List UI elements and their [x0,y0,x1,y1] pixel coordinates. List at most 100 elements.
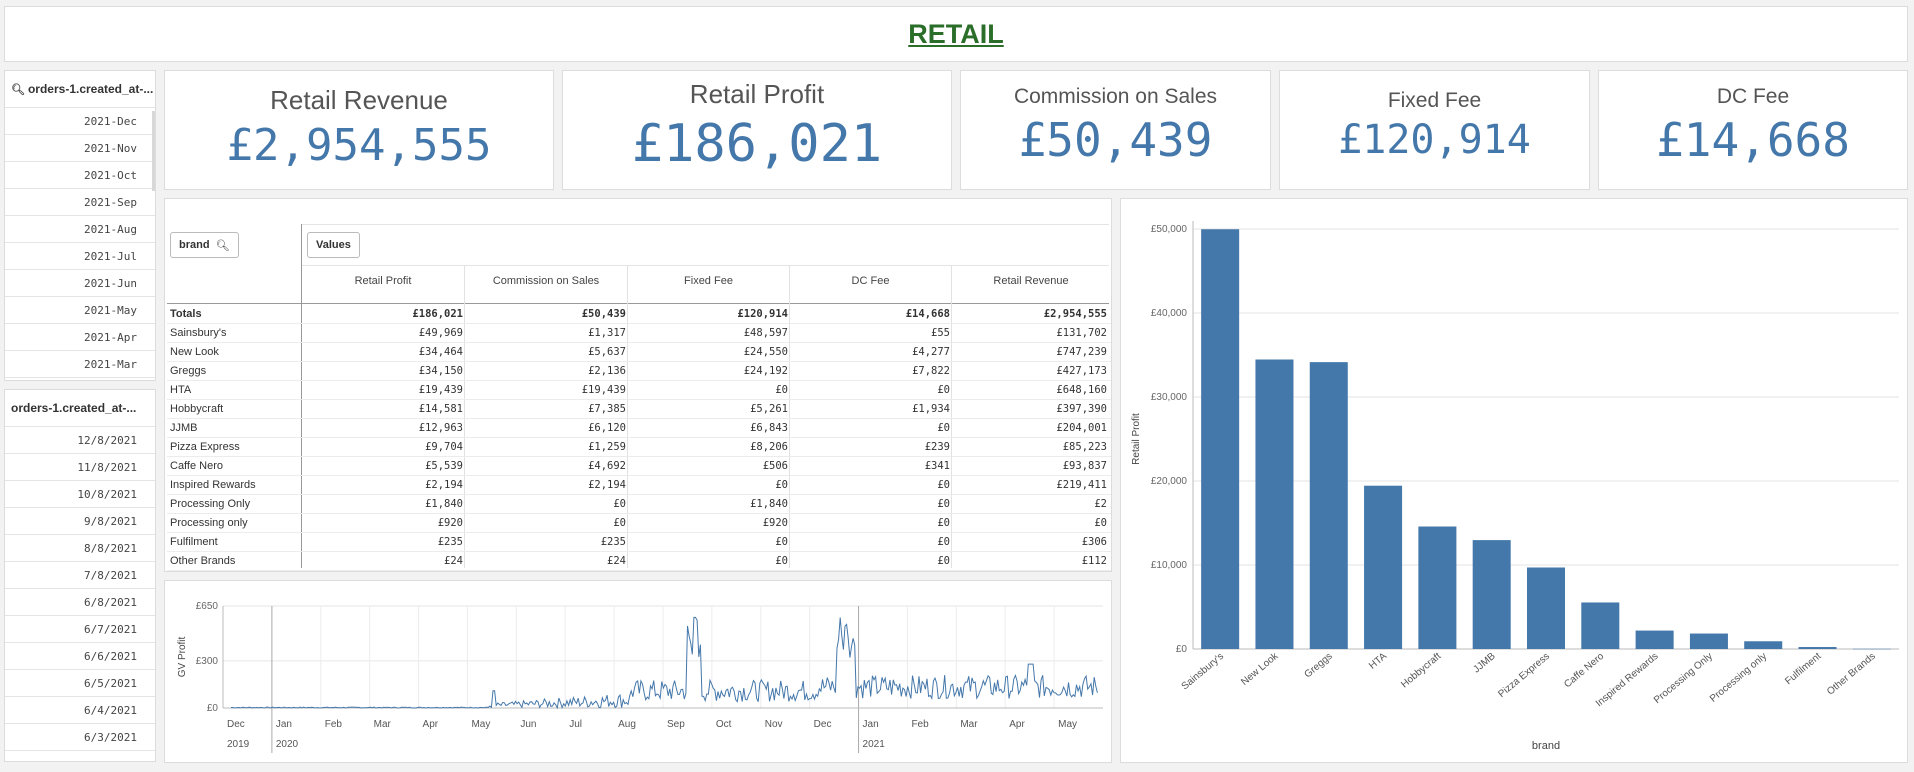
column-header[interactable]: DC Fee [851,275,890,287]
table-cell: £0 [775,479,788,491]
search-icon[interactable]: 🔍︎ [215,239,230,252]
table-row[interactable]: Processing Only £1,840 £0 £1,840 £0 £2 [167,495,1111,514]
date-filter-list: 12/8/2021 11/8/2021 10/8/2021 9/8/2021 8… [5,426,155,751]
table-cell: £397,390 [1056,403,1107,415]
y-tick-label: £20,000 [1151,476,1188,487]
filter-item[interactable]: 11/8/2021 [5,454,155,481]
row-label: JJMB [170,422,198,434]
table-row[interactable]: Hobbycraft £14,581 £7,385 £5,261 £1,934 £397,… [167,400,1111,419]
table-cell: £204,001 [1056,422,1107,434]
table-row[interactable]: Greggs £34,150 £2,136 £24,192 £7,822 £427,173 [167,362,1111,381]
kpi-label: Retail Revenue [270,85,448,115]
table-cell: £19,439 [418,384,463,396]
month-filter-pane[interactable]: 🔍︎ orders-1.created_at-... 2021-Dec 2021… [4,70,156,381]
values-button[interactable]: Values [307,232,360,258]
kpi-label: Fixed Fee [1387,89,1482,112]
kpi-label: Retail Profit [689,79,825,109]
table-cell: £5,539 [425,460,463,472]
kpi-label: DC Fee [1716,85,1790,108]
table-cell: £7,385 [588,403,626,415]
brand-dimension-button[interactable]: brand 🔍︎ [170,232,239,258]
x-tick-label: Mar [374,719,392,730]
x-tick-label: Greggs [1303,651,1335,681]
filter-item[interactable]: 9/8/2021 [5,508,155,535]
y-tick-label: £300 [196,656,219,667]
filter-item[interactable]: 2021-Nov [5,135,155,162]
filter-item[interactable]: 10/8/2021 [5,481,155,508]
line-chart[interactable]: £0 £300 £650 Dec Jan Feb Mar Apr May Jun Jul Aug Sep… [165,581,1111,762]
filter-item[interactable]: 8/8/2021 [5,535,155,562]
table-row[interactable]: JJMB £12,963 £6,120 £6,843 £0 £204,001 [167,419,1111,438]
filter-item[interactable]: 6/5/2021 [5,670,155,697]
filter-item[interactable]: 12/8/2021 [5,427,155,454]
x-tick-label: Jan [863,719,879,730]
bar [1418,526,1457,649]
totals-row[interactable]: Totals £186,021 £50,439 £120,914 £14,668 £2,9… [167,305,1111,324]
table-row[interactable]: Other Brands £24 £24 £0 £0 £112 [167,552,1111,571]
table-cell: £14,581 [418,403,463,415]
filter-item[interactable]: 7/8/2021 [5,562,155,589]
x-tick-label: Processing only [1708,651,1769,705]
bar [1201,229,1240,649]
filter-item[interactable]: 2021-Sep [5,189,155,216]
filter-item[interactable]: 2021-Jun [5,270,155,297]
table-row[interactable]: Caffe Nero £5,539 £4,692 £506 £341 £93,837 [167,457,1111,476]
table-cell: £4,692 [588,460,626,472]
filter-item[interactable]: 2021-Mar [5,351,155,378]
filter-item[interactable]: 2021-Oct [5,162,155,189]
y-tick-label: £0 [207,703,219,714]
filter-item[interactable]: 6/7/2021 [5,616,155,643]
filter-item[interactable]: 2021-Jul [5,243,155,270]
kpi-value: £50,439 [1018,113,1213,167]
scrollbar[interactable] [152,111,155,191]
x-tick-label: Dec [814,719,832,730]
table-row[interactable]: Pizza Express £9,704 £1,259 £8,206 £239 £85,2… [167,438,1111,457]
filter-item[interactable]: 2021-May [5,297,155,324]
column-header[interactable]: Fixed Fee [684,275,733,287]
table-cell: £24,550 [743,346,788,358]
filter-item[interactable]: 2021-Apr [5,324,155,351]
row-label: HTA [170,384,192,396]
filter-item[interactable]: 6/6/2021 [5,643,155,670]
table-cell: £55 [931,327,950,339]
table-cell: £0 [613,498,626,510]
divider [301,224,302,568]
table-row[interactable]: Processing only £920 £0 £920 £0 £0 [167,514,1111,533]
table-cell: £427,173 [1056,365,1107,377]
search-icon[interactable]: 🔍︎ [11,83,25,96]
filter-item[interactable]: 6/3/2021 [5,724,155,751]
date-filter-pane[interactable]: orders-1.created_at-... 12/8/2021 11/8/2… [4,389,156,762]
table-row[interactable]: HTA £19,439 £19,439 £0 £0 £648,160 [167,381,1111,400]
row-label: Sainsbury's [170,327,227,339]
filter-item[interactable]: 2021-Aug [5,216,155,243]
table-cell: £0 [937,384,950,396]
table-row[interactable]: New Look £34,464 £5,637 £24,550 £4,277 £747,2… [167,343,1111,362]
month-filter-header[interactable]: 🔍︎ orders-1.created_at-... [5,71,155,107]
table-row[interactable]: Fulfilment £235 £235 £0 £0 £306 [167,533,1111,552]
x-tick-label: Pizza Express [1496,651,1552,700]
divider [301,224,1109,225]
column-header[interactable]: Retail Profit [354,275,412,287]
table-cell: £24 [444,555,463,567]
table-cell: £2,194 [588,479,626,491]
bar-chart[interactable]: £0 £10,000 £20,000 £30,000 £40,000 £50,000 Sai… [1121,199,1907,762]
table-row[interactable]: Sainsbury's £49,969 £1,317 £48,597 £55 £131,7… [167,324,1111,343]
date-filter-header[interactable]: orders-1.created_at-... [5,390,155,426]
column-header[interactable]: Retail Revenue [993,275,1069,287]
row-label: Totals [170,308,202,320]
x-tick-label: Other Brands [1825,651,1878,698]
table-cell: £5,261 [750,403,788,415]
filter-item[interactable]: 6/8/2021 [5,589,155,616]
table-cell: £19,439 [581,384,626,396]
table-cell: £6,120 [588,422,626,434]
table-cell: £131,702 [1056,327,1107,339]
x-tick-label: Caffe Nero [1562,651,1606,691]
column-header[interactable]: Commission on Sales [492,275,600,287]
filter-item[interactable]: 6/4/2021 [5,697,155,724]
kpi-retail-profit: Retail Profit £186,021 [562,70,952,190]
filter-item[interactable]: 2021-Dec [5,108,155,135]
values-button-label: Values [316,239,351,251]
table-row[interactable]: Inspired Rewards £2,194 £2,194 £0 £0 £219,411 [167,476,1111,495]
table-cell: £0 [937,517,950,529]
bar [1852,648,1891,650]
